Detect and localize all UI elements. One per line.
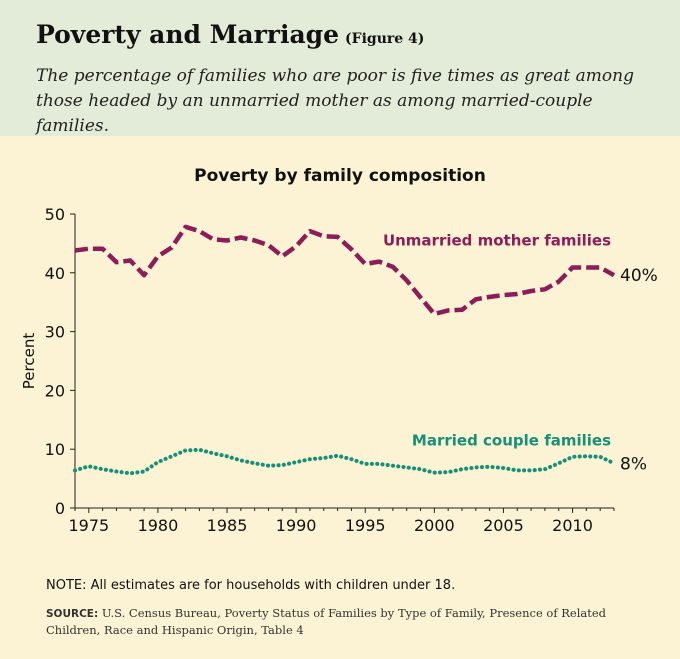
y-tick-label: 40: [45, 264, 65, 283]
page-subtitle: The percentage of families who are poor …: [36, 66, 634, 136]
note-text: NOTE: All estimates are for households w…: [46, 578, 456, 593]
x-tick-label: 1985: [207, 516, 248, 535]
x-tick-label: 2000: [414, 516, 455, 535]
source-text: SOURCE: U.S. Census Bureau, Poverty Stat…: [46, 605, 656, 638]
y-tick-label: 20: [45, 381, 65, 400]
end-label-unmarried-mother: 40%: [620, 266, 658, 286]
y-axis-label: Percent: [20, 333, 38, 390]
legend-label-unmarried-mother: Unmarried mother families: [383, 231, 611, 249]
y-tick-label: 50: [45, 205, 65, 224]
series-line-unmarried-mother: [74, 224, 616, 317]
x-tick-label: 2010: [552, 516, 593, 535]
series-line-married-couple: [73, 447, 616, 476]
chart-title: Poverty by family composition: [194, 166, 486, 186]
header-panel: Poverty and Marriage (Figure 4) The perce…: [0, 0, 680, 136]
figure-label: (Figure 4): [345, 31, 425, 47]
source-label: SOURCE:: [46, 608, 99, 620]
y-tick-label: 10: [45, 440, 65, 459]
chart-labels: 40% 8% Unmarried mother families Married co…: [383, 231, 658, 474]
x-tick-label: 1980: [138, 516, 179, 535]
title-row: Poverty and Marriage (Figure 4): [36, 20, 424, 49]
x-tick-label: 1995: [345, 516, 386, 535]
chart-axes: 0 10 20 30 40 50 1975 1980 1985 1990 1995 2000 2005 2…: [20, 205, 615, 535]
end-label-married-couple: 8%: [620, 454, 647, 474]
page-title: Poverty and Marriage: [36, 20, 340, 49]
x-tick-label: 1990: [276, 516, 317, 535]
x-tick-label: 2005: [483, 516, 524, 535]
legend-label-married-couple: Married couple families: [412, 431, 611, 449]
chart-series: [73, 224, 616, 476]
source-body: U.S. Census Bureau, Poverty Status of Fa…: [46, 606, 607, 637]
y-tick-label: 0: [55, 499, 65, 518]
y-tick-label: 30: [45, 323, 65, 342]
x-tick-label: 1975: [68, 516, 109, 535]
